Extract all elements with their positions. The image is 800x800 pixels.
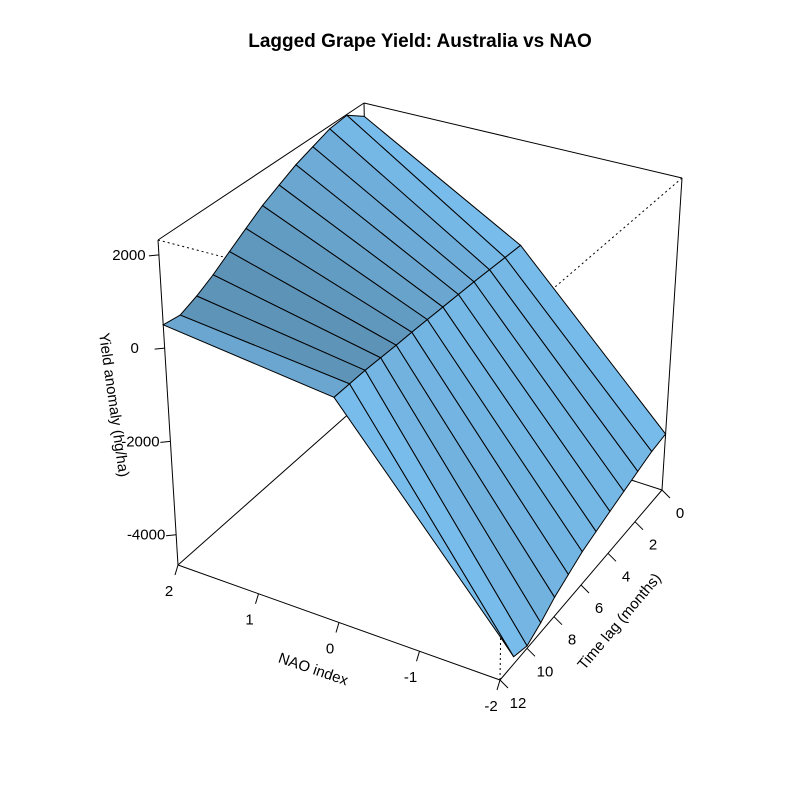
x-tick-label: 0 [326,640,334,657]
x-tick-label: 1 [245,612,253,629]
y-tick-label: 6 [595,600,603,617]
y-tick-label: 10 [537,663,554,680]
z-tick-label: -2000 [121,433,159,450]
x-tick-label: -2 [484,698,497,715]
x-tick [255,593,259,604]
box-edge [177,394,371,566]
z-tick-label: -4000 [127,527,165,544]
y-tick-label: 2 [649,537,657,554]
y-axis-label: Time lag (months) [574,570,664,673]
y-tick [499,679,509,689]
box-edge [363,102,683,179]
y-tick [580,584,590,594]
chart-title: Lagged Grape Yield: Australia vs NAO [248,31,592,52]
box-edge [157,239,179,566]
x-tick [174,564,179,576]
y-tick [526,647,536,657]
z-tick [166,534,177,537]
box-edge [504,177,683,331]
z-tick [148,254,159,257]
z-tick-label: 0 [130,340,138,357]
y-tick [607,552,617,562]
x-tick [335,622,340,633]
y-tick [634,521,644,531]
box-edge [157,102,365,241]
y-tick-label: 0 [676,505,684,522]
x-tick [416,651,420,662]
y-tick [553,616,563,626]
box-edge [661,177,683,491]
z-tick-label: 2000 [112,247,145,264]
surface-facet [333,383,515,657]
x-tick [496,679,501,691]
y-tick-label: 4 [622,568,630,585]
y-tick-label: 8 [568,632,576,649]
z-tick [154,347,165,350]
y-tick-label: 12 [510,695,527,712]
z-tick [160,440,171,443]
x-axis-label: NAO index [276,650,351,690]
x-tick-label: 2 [165,583,173,600]
y-tick [661,489,671,499]
x-tick-label: -1 [404,669,417,686]
z-axis-label: Yield anomaly (hg/ha) [95,332,132,478]
